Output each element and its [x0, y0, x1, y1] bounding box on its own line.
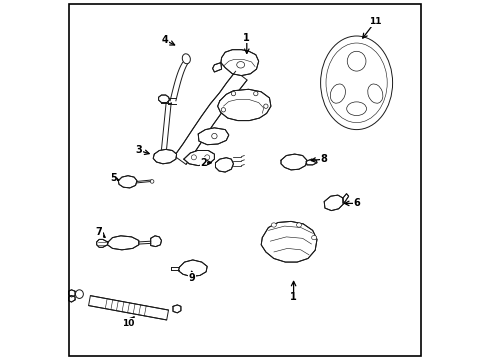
Ellipse shape [150, 180, 154, 183]
Polygon shape [153, 149, 176, 164]
Text: 7: 7 [96, 227, 102, 237]
Ellipse shape [237, 62, 245, 68]
Polygon shape [343, 194, 349, 203]
Text: 6: 6 [353, 198, 360, 208]
Ellipse shape [312, 235, 317, 240]
Text: 3: 3 [135, 145, 142, 156]
Polygon shape [69, 296, 75, 302]
Polygon shape [89, 296, 169, 320]
Polygon shape [261, 221, 317, 262]
Polygon shape [213, 63, 221, 72]
Polygon shape [173, 305, 181, 313]
Ellipse shape [347, 102, 367, 116]
Polygon shape [118, 176, 137, 188]
Text: 2: 2 [200, 158, 207, 168]
Text: 1: 1 [290, 292, 297, 302]
Polygon shape [69, 290, 75, 297]
Polygon shape [218, 89, 271, 121]
Ellipse shape [330, 84, 345, 103]
Ellipse shape [182, 54, 190, 64]
Text: 8: 8 [321, 154, 328, 164]
Ellipse shape [271, 223, 276, 227]
Ellipse shape [254, 91, 258, 96]
Polygon shape [107, 236, 139, 250]
Polygon shape [97, 239, 107, 247]
Text: 5: 5 [110, 173, 117, 183]
Ellipse shape [368, 84, 383, 103]
Text: 9: 9 [188, 273, 195, 283]
Ellipse shape [326, 43, 387, 122]
Ellipse shape [75, 290, 83, 298]
Ellipse shape [221, 108, 225, 112]
Polygon shape [216, 158, 233, 172]
Polygon shape [324, 195, 344, 211]
Polygon shape [184, 150, 215, 166]
Ellipse shape [296, 223, 301, 227]
Polygon shape [178, 260, 207, 276]
Polygon shape [221, 50, 259, 76]
Ellipse shape [320, 36, 392, 130]
Text: 10: 10 [122, 319, 134, 328]
Text: 1: 1 [244, 33, 250, 43]
Ellipse shape [205, 155, 210, 160]
Text: 11: 11 [369, 17, 382, 26]
Ellipse shape [192, 155, 196, 160]
Ellipse shape [212, 134, 217, 139]
Ellipse shape [347, 51, 366, 71]
Polygon shape [159, 95, 170, 103]
Ellipse shape [264, 104, 268, 108]
Text: 4: 4 [162, 35, 169, 45]
Polygon shape [151, 236, 162, 247]
Polygon shape [198, 128, 229, 145]
Polygon shape [174, 71, 247, 165]
Polygon shape [306, 159, 317, 165]
Polygon shape [281, 154, 307, 170]
Ellipse shape [231, 91, 236, 96]
